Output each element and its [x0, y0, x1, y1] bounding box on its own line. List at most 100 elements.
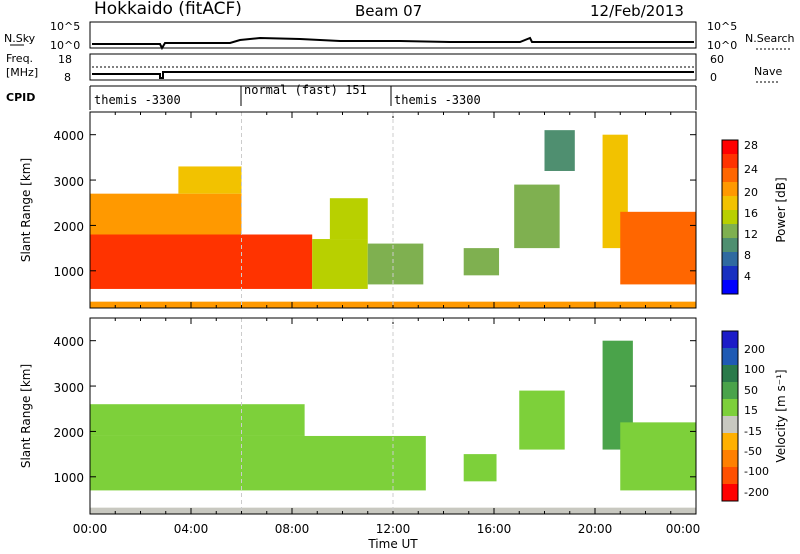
cpid-mode-1: themis -3300 — [94, 93, 181, 107]
freq-tick-top: 18 — [58, 53, 72, 66]
velocity-region-0 — [90, 435, 426, 491]
xtick-4: 16:00 — [477, 522, 512, 536]
velocity-colorbar — [721, 330, 739, 502]
xtick-0: 00:00 — [73, 522, 108, 536]
power-cbar-swatch — [722, 252, 738, 267]
nsearch-label: N.Search — [745, 32, 795, 45]
power-colorbar-label: Power [dB] — [774, 177, 788, 242]
velocity-panel — [89, 317, 697, 515]
velocity-colorbar-label: Velocity [m s⁻¹] — [774, 369, 788, 462]
power-region-4 — [329, 198, 368, 240]
power-cbar-swatch — [722, 168, 738, 183]
nsky-tick-bottom: 10^0 — [50, 39, 80, 52]
power-cbar-swatch — [722, 140, 738, 155]
freq-label-2: [MHz] — [6, 66, 38, 79]
xtick-1: 04:00 — [174, 522, 209, 536]
xtick-2: 08:00 — [275, 522, 310, 536]
freq-label-1: Freq. — [6, 52, 33, 65]
velocity-cbar-swatch — [722, 348, 738, 366]
power-cbar-tick-16: 16 — [744, 207, 758, 220]
velocity-cbar-swatch — [722, 433, 738, 451]
velocity-ytick-1000: 1000 — [53, 471, 84, 485]
velocity-cbar-swatch — [722, 484, 738, 502]
power-cbar-tick-12: 12 — [744, 228, 758, 241]
power-region-7 — [514, 184, 560, 249]
power-cbar-frame — [721, 139, 739, 295]
power-ytick-4000: 4000 — [53, 129, 84, 143]
cpid-mode-3: themis -3300 — [394, 93, 481, 107]
nave-label: Nave — [754, 65, 782, 78]
velocity-cbar-swatch — [722, 450, 738, 468]
date-title: 12/Feb/2013 — [590, 2, 684, 20]
power-cbar-tick-4: 4 — [744, 270, 751, 283]
x-tick-labels: 00:00 04:00 08:00 12:00 16:00 20:00 00:0… — [73, 522, 701, 536]
velocity-ytick-3000: 3000 — [53, 381, 84, 395]
vel-cbar-tick-15: 15 — [744, 404, 758, 417]
power-cbar-swatch — [722, 266, 738, 281]
velocity-cbar-swatch — [722, 416, 738, 434]
power-ylabel: Slant Range [km] — [19, 158, 33, 262]
power-colorbar-ticks: 28 24 20 16 12 8 4 — [744, 139, 758, 283]
velocity-ytick-2000: 2000 — [53, 426, 84, 440]
beam-title: Beam 07 — [355, 2, 422, 20]
velocity-region-3 — [519, 390, 565, 450]
power-cells — [89, 112, 697, 308]
power-cbar-swatch — [722, 238, 738, 253]
cpid-mode-2: normal (fast) 151 — [244, 83, 367, 97]
vel-cbar-tick-m100: -100 — [744, 465, 769, 478]
power-cbar-tick-28: 28 — [744, 139, 758, 152]
nsky-label: N.Sky — [4, 32, 36, 45]
nsky-trace — [92, 36, 694, 51]
power-cbar-swatch — [722, 196, 738, 211]
velocity-region-5 — [620, 422, 696, 491]
power-cbar-tick-8: 8 — [744, 249, 751, 262]
velocity-region-1 — [90, 404, 305, 436]
power-region-3 — [312, 239, 368, 289]
vel-cbar-tick-m50: -50 — [744, 445, 762, 458]
power-cbar-tick-20: 20 — [744, 186, 758, 199]
power-region-10 — [620, 211, 696, 285]
vel-cbar-tick-100: 100 — [744, 363, 765, 376]
power-cbar-swatch — [722, 280, 738, 295]
power-cbar-swatch — [722, 224, 738, 239]
power-region-1 — [90, 193, 242, 235]
station-title: Hokkaido (fitACF) — [94, 0, 242, 19]
nave-tick-top: 60 — [710, 53, 724, 66]
power-region-0 — [90, 234, 313, 289]
velocity-cbar-swatch — [722, 467, 738, 485]
freq-strip-frame — [89, 53, 697, 81]
nave-tick-bottom: 0 — [710, 71, 717, 84]
power-ytick-labels: 1000 2000 3000 4000 — [53, 129, 84, 279]
cpid-label: CPID — [6, 91, 35, 104]
velocity-region-2 — [463, 454, 497, 482]
freq-tick-bottom: 8 — [64, 71, 71, 84]
velocity-cbar-frame — [721, 330, 739, 502]
power-cbar-swatch — [722, 182, 738, 197]
power-ytick-1000: 1000 — [53, 265, 84, 279]
power-cbar-tick-24: 24 — [744, 163, 758, 176]
velocity-colorbar-ticks: 200 100 50 15 -15 -50 -100 -200 — [744, 343, 769, 499]
vel-cbar-tick-50: 50 — [744, 384, 758, 397]
power-cbar-swatch — [722, 154, 738, 169]
xtick-6: 00:00 — [666, 522, 701, 536]
nsearch-tick-top: 10^5 — [707, 20, 737, 33]
velocity-cbar-swatch — [722, 365, 738, 383]
velocity-ytick-labels: 1000 2000 3000 4000 — [53, 335, 84, 485]
vel-cbar-tick-m15: -15 — [744, 425, 762, 438]
velocity-cells — [89, 318, 697, 514]
power-region-6 — [463, 248, 500, 276]
vel-cbar-tick-m200: -200 — [744, 486, 769, 499]
power-panel — [89, 111, 697, 309]
power-cbar-swatch — [722, 210, 738, 225]
xtick-3: 12:00 — [376, 522, 411, 536]
velocity-cbar-swatch — [722, 331, 738, 349]
power-ytick-2000: 2000 — [53, 220, 84, 234]
xtick-5: 20:00 — [578, 522, 613, 536]
power-ytick-3000: 3000 — [53, 175, 84, 189]
nsky-strip-frame — [89, 21, 697, 49]
velocity-ylabel: Slant Range [km] — [19, 364, 33, 468]
cpid-strip — [89, 85, 697, 110]
vel-cbar-tick-200: 200 — [744, 343, 765, 356]
velocity-cbar-swatch — [722, 399, 738, 417]
